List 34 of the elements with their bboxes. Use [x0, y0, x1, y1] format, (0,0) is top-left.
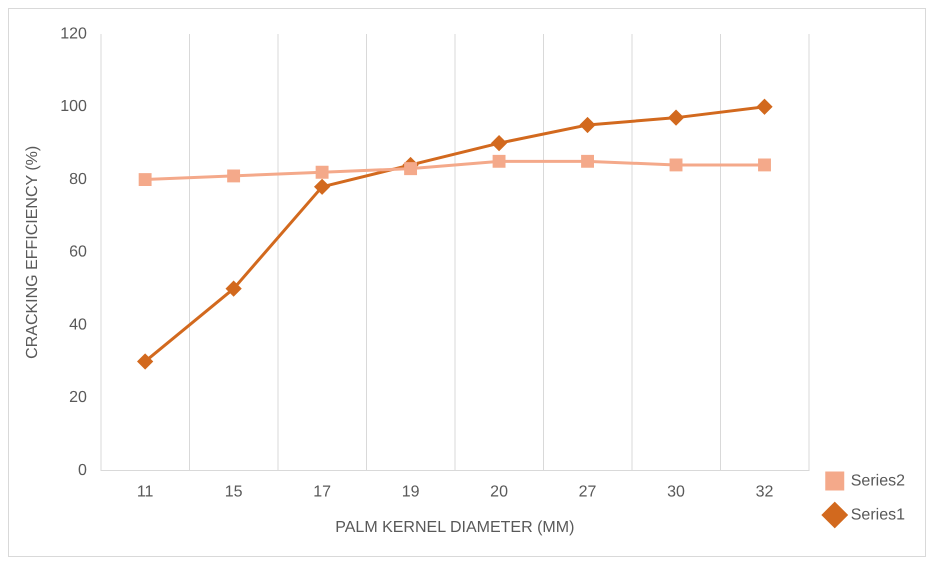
- x-tick-label: 17: [313, 484, 332, 501]
- x-tick-label: 30: [667, 484, 686, 501]
- point: [758, 158, 771, 172]
- y-tick-label: 0: [78, 462, 87, 480]
- point: [668, 110, 684, 126]
- y-axis-title: CRACKING EFFICIENCY (%): [24, 146, 42, 359]
- y-tick-label: 20: [69, 389, 87, 406]
- y-tick-label: 60: [69, 244, 87, 261]
- x-tick-label: 27: [578, 484, 597, 501]
- point: [581, 154, 594, 168]
- x-tick-label: 19: [402, 484, 420, 501]
- point: [227, 169, 240, 182]
- point: [138, 354, 153, 369]
- point: [316, 166, 329, 179]
- point: [404, 162, 418, 176]
- point: [492, 136, 507, 151]
- point: [226, 281, 242, 296]
- point: [757, 99, 772, 114]
- y-tick-label: 40: [69, 316, 87, 334]
- x-axis-title: PALM KERNEL DIAMETER (MM): [335, 518, 574, 536]
- x-tick-label: 11: [136, 484, 154, 501]
- legend-label: Series2: [850, 472, 906, 490]
- y-tick-label: 100: [60, 98, 87, 116]
- point: [670, 158, 682, 172]
- legend-label: Series1: [850, 506, 906, 524]
- point: [314, 179, 330, 194]
- point: [580, 117, 596, 132]
- x-tick-label: 20: [490, 484, 508, 501]
- x-tick-label: 15: [224, 484, 243, 501]
- x-tick-label: 32: [756, 484, 774, 501]
- point: [492, 154, 506, 168]
- point: [138, 173, 152, 186]
- y-tick-label: 120: [60, 25, 87, 42]
- y-tick-label: 80: [69, 170, 87, 188]
